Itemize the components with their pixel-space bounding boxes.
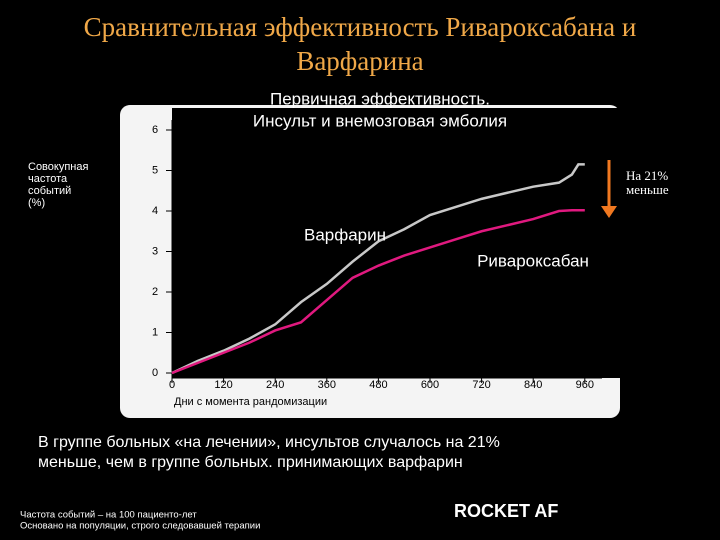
plot-area <box>172 108 620 378</box>
y-axis-label: Совокупная <box>28 161 88 173</box>
y-tick-label: 4 <box>152 205 158 217</box>
x-tick-label: 0 <box>169 379 175 391</box>
summary: меньше, чем в группе больных. принимающи… <box>38 454 463 471</box>
y-tick-label: 6 <box>152 124 158 136</box>
chart-title: Инсульт и внемозговая эмболия <box>253 111 507 130</box>
y-axis-label: событий <box>28 185 71 197</box>
y-axis-label: частота <box>28 173 68 185</box>
y-axis-label: (%) <box>28 197 45 209</box>
series-label: Варфарин <box>304 225 386 244</box>
annotation: меньше <box>626 182 669 197</box>
x-tick-label: 600 <box>421 379 439 391</box>
y-tick-label: 0 <box>152 367 158 379</box>
footnote: Основано на популяции, строго следовавше… <box>20 521 260 532</box>
x-tick-label: 360 <box>318 379 336 391</box>
chart-title: Первичная эффективность. <box>270 89 490 108</box>
annotation: На 21% <box>626 168 668 183</box>
y-tick-label: 3 <box>152 245 158 257</box>
difference-arrow-head <box>601 206 617 218</box>
x-tick-label: 960 <box>576 379 594 391</box>
summary: В группе больных «на лечении», инсультов… <box>38 434 500 451</box>
slide-title: Сравнительная эффективность Ривароксабан… <box>84 12 637 42</box>
x-tick-label: 240 <box>266 379 284 391</box>
x-tick-label: 720 <box>472 379 490 391</box>
x-axis-label: Дни с момента рандомизации <box>174 396 327 408</box>
y-tick-label: 2 <box>152 286 158 298</box>
series-line <box>171 163 585 375</box>
logo: ROCKET AF <box>454 501 558 521</box>
series-label: Ривароксабан <box>477 251 589 270</box>
y-tick-label: 5 <box>152 164 158 176</box>
footnote: Частота событий – на 100 пациенто-лет <box>20 510 197 521</box>
x-tick-label: 480 <box>369 379 387 391</box>
series-line <box>171 208 585 375</box>
x-tick-label: 840 <box>524 379 542 391</box>
y-tick-label: 1 <box>152 326 158 338</box>
x-tick-label: 120 <box>214 379 232 391</box>
slide-title: Варфарина <box>296 46 423 76</box>
